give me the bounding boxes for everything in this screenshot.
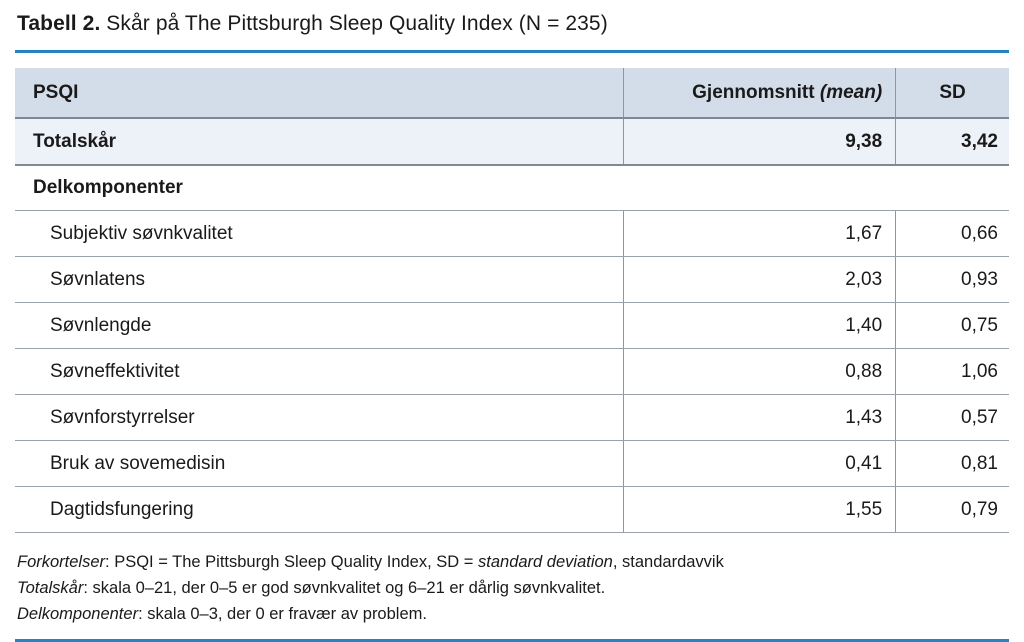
footnote-lead: Delkomponenter xyxy=(17,605,139,623)
col-header-mean-label: Gjennomsnitt xyxy=(692,81,820,103)
row-sd-value: 0,75 xyxy=(895,302,1009,349)
row-label: Søvnlatens xyxy=(15,256,624,303)
row-mean-value: 1,40 xyxy=(623,302,897,349)
psqi-table: PSQI Gjennomsnitt (mean) SD Totalskår 9,… xyxy=(15,68,1009,533)
row-mean-value: 1,43 xyxy=(623,394,897,441)
row-label: Søvnlengde xyxy=(15,302,624,349)
col-header-mean-italic: (mean) xyxy=(819,81,883,103)
section-label: Delkomponenter xyxy=(15,165,1009,211)
footnote-totalscore: Totalskår: skala 0–21, der 0–5 er god sø… xyxy=(17,575,1009,601)
table-title: Tabell 2. Skår på The Pittsburgh Sleep Q… xyxy=(17,10,1009,38)
row-sd-value: 1,06 xyxy=(895,348,1009,395)
table-row: Søvnlengde 1,40 0,75 xyxy=(15,302,1009,349)
footnote-text: : skala 0–3, der 0 er fravær av problem. xyxy=(138,605,427,623)
footnote-text: , standardavvik xyxy=(612,553,724,571)
row-label: Søvnforstyrrelser xyxy=(15,394,624,441)
row-mean-value: 2,03 xyxy=(623,256,897,303)
table-row: Dagtidsfungering 1,55 0,79 xyxy=(15,486,1009,533)
row-mean-value: 0,41 xyxy=(623,440,897,487)
row-label: Subjektiv søvnkvalitet xyxy=(15,210,624,257)
row-label: Bruk av sovemedisin xyxy=(15,440,624,487)
footnote-text: : skala 0–21, der 0–5 er god søvnkvalite… xyxy=(83,579,606,597)
table-header-row: PSQI Gjennomsnitt (mean) SD xyxy=(15,68,1009,119)
footnote-abbreviations: Forkortelser: PSQI = The Pittsburgh Slee… xyxy=(17,549,1009,575)
footnotes: Forkortelser: PSQI = The Pittsburgh Slee… xyxy=(17,549,1009,627)
table-section-row: Delkomponenter xyxy=(15,165,1009,211)
row-sd-value: 0,93 xyxy=(895,256,1009,303)
footnote-components: Delkomponenter: skala 0–3, der 0 er frav… xyxy=(17,601,1009,627)
footnote-text: : PSQI = The Pittsburgh Sleep Quality In… xyxy=(105,553,479,571)
row-sd-value: 0,66 xyxy=(895,210,1009,257)
col-header-mean: Gjennomsnitt (mean) xyxy=(623,68,897,119)
table-row: Søvnlatens 2,03 0,93 xyxy=(15,256,1009,303)
col-header-psqi: PSQI xyxy=(15,68,624,119)
table-row: Subjektiv søvnkvalitet 1,67 0,66 xyxy=(15,210,1009,257)
total-sd-value: 3,42 xyxy=(895,118,1009,166)
table-number: Tabell 2. xyxy=(17,12,101,35)
row-label: Søvneffektivitet xyxy=(15,348,624,395)
row-mean-value: 1,55 xyxy=(623,486,897,533)
row-sd-value: 0,79 xyxy=(895,486,1009,533)
row-mean-value: 1,67 xyxy=(623,210,897,257)
row-sd-value: 0,57 xyxy=(895,394,1009,441)
table-row: Søvnforstyrrelser 1,43 0,57 xyxy=(15,394,1009,441)
total-mean-value: 9,38 xyxy=(623,118,897,166)
col-header-sd: SD xyxy=(895,68,1009,119)
row-label: Dagtidsfungering xyxy=(15,486,624,533)
footnote-italic-term: standard deviation xyxy=(478,553,613,571)
table-row: Bruk av sovemedisin 0,41 0,81 xyxy=(15,440,1009,487)
total-label: Totalskår xyxy=(15,118,624,166)
bottom-rule xyxy=(15,639,1009,642)
top-rule xyxy=(15,50,1009,53)
footnote-lead: Forkortelser xyxy=(17,553,106,571)
table-row: Søvneffektivitet 0,88 1,06 xyxy=(15,348,1009,395)
row-mean-value: 0,88 xyxy=(623,348,897,395)
table-row-total: Totalskår 9,38 3,42 xyxy=(15,118,1009,166)
footnote-lead: Totalskår xyxy=(17,579,84,597)
table-caption: Skår på The Pittsburgh Sleep Quality Ind… xyxy=(100,12,608,35)
row-sd-value: 0,81 xyxy=(895,440,1009,487)
